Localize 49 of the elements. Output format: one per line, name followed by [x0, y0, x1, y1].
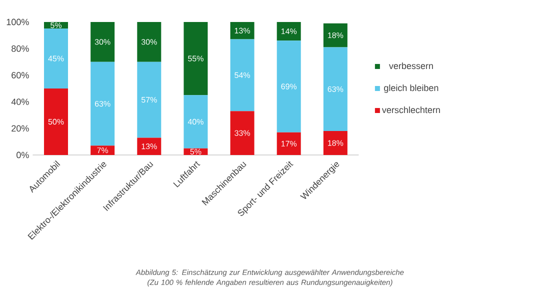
- y-tick-label: 20%: [12, 125, 29, 132]
- data-label: 50%: [48, 118, 64, 125]
- legend-label: gleich bleiben: [384, 84, 438, 93]
- data-label: 57%: [141, 96, 157, 103]
- bar: [137, 62, 162, 138]
- data-label: 69%: [281, 84, 297, 90]
- bar: [184, 22, 208, 96]
- bar: [276, 40, 301, 132]
- data-label: 17%: [281, 140, 297, 146]
- bar: [230, 22, 254, 40]
- bar: [137, 138, 162, 155]
- legend-label: verschlechtern: [382, 106, 440, 114]
- data-label: 63%: [328, 86, 344, 92]
- bar: [137, 22, 162, 62]
- data-label: 30%: [94, 39, 110, 45]
- bar: [276, 22, 301, 41]
- data-label: 13%: [234, 28, 250, 34]
- data-label: 45%: [48, 56, 64, 62]
- bar: [44, 88, 68, 155]
- data-label: 40%: [188, 118, 204, 125]
- bar: [323, 131, 348, 155]
- data-label: 63%: [94, 100, 110, 107]
- data-label: 5%: [50, 22, 62, 28]
- data-label: 30%: [141, 39, 157, 45]
- bar: [230, 39, 254, 112]
- bar: [184, 95, 208, 148]
- bar: [90, 62, 115, 146]
- bar: [276, 132, 301, 155]
- y-tick-label: 60%: [12, 72, 29, 78]
- y-tick-label: 40%: [11, 98, 29, 105]
- data-label: 5%: [190, 148, 202, 154]
- bar: [230, 111, 254, 155]
- data-label: 14%: [281, 28, 297, 34]
- data-label: 13%: [142, 144, 157, 150]
- data-label: 55%: [188, 56, 204, 62]
- y-tick-label: 80%: [12, 45, 29, 52]
- y-tick-label: 100%: [6, 18, 29, 26]
- bar: [44, 28, 68, 88]
- bar: [90, 22, 115, 62]
- bar: [323, 47, 348, 132]
- bar: [323, 23, 348, 48]
- data-label: 18%: [328, 140, 344, 146]
- data-label: 33%: [234, 130, 250, 136]
- data-label: 18%: [328, 32, 344, 38]
- bar: [90, 146, 115, 155]
- y-tick-label: 0%: [16, 152, 29, 158]
- data-label: 7%: [97, 148, 108, 154]
- data-label: 54%: [234, 72, 250, 78]
- legend-label: verbessern: [388, 62, 433, 70]
